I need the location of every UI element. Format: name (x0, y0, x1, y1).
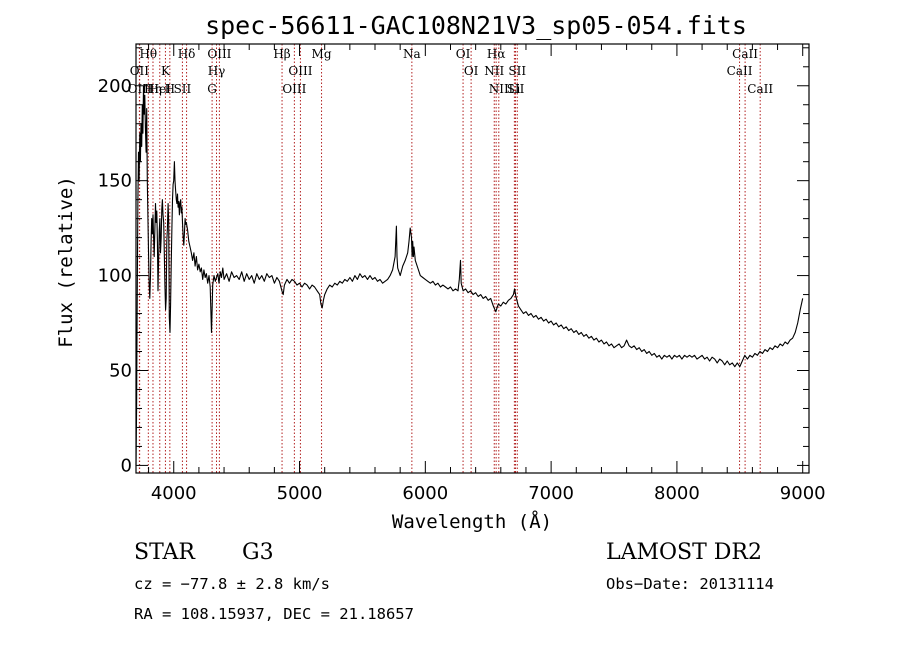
y-tick-label: 200 (98, 76, 132, 97)
x-tick-label: 5000 (277, 483, 323, 504)
y-tick-label: 150 (98, 171, 132, 192)
spectral-line-marks (138, 44, 761, 473)
line-mark-label: CaII (747, 82, 773, 96)
line-mark-label: OIII (282, 82, 306, 96)
x-tick-label: 6000 (402, 483, 448, 504)
y-tick-label: 0 (121, 455, 132, 476)
x-tick-label: 7000 (528, 483, 574, 504)
line-mark-label: G (207, 82, 217, 96)
line-mark-label: CaII (727, 64, 753, 78)
spectral-line-labels: HθOIIOIIIHηKHeIHHδSIIOIIIHγGHβOIIIOIIIMg… (128, 47, 774, 96)
line-mark-label: Hα (487, 47, 506, 61)
line-mark-label: Hγ (208, 64, 226, 78)
line-mark-label: SII (508, 64, 526, 78)
redshift-velocity: cz = −77.8 ± 2.8 km/s (134, 575, 330, 593)
line-mark-label: Na (403, 47, 421, 61)
line-mark-label: K (161, 64, 171, 78)
line-mark-label: SII (174, 82, 192, 96)
line-mark-label: OI (464, 64, 479, 78)
line-mark-label: Hη (144, 82, 162, 96)
object-class: STAR (134, 540, 196, 565)
line-mark-label: HeI (149, 82, 172, 96)
x-tick-label: 9000 (780, 483, 826, 504)
survey-name: LAMOST DR2 (606, 540, 762, 565)
line-mark-label: OII (130, 64, 150, 78)
y-tick-label: 100 (98, 266, 132, 287)
spectrum-series (135, 85, 804, 466)
plot-frame (135, 43, 810, 474)
x-tick-label: 4000 (151, 483, 197, 504)
line-mark-label: Hδ (178, 47, 196, 61)
y-tick-label: 50 (109, 360, 132, 381)
object-subclass: G3 (242, 540, 274, 565)
line-mark-label: SII (507, 82, 525, 96)
line-mark-label: Hβ (273, 47, 290, 61)
line-mark-label: OIII (207, 47, 231, 61)
sky-coordinates: RA = 108.15937, DEC = 21.18657 (134, 605, 414, 623)
observation-date: Obs−Date: 20131114 (606, 575, 774, 593)
line-mark-label: Mg (312, 47, 332, 61)
axis-ticks: 4000 5000 6000 7000 8000 9000 0 50 100 150 200 (98, 44, 826, 504)
spectrum-line-0 (135, 85, 804, 466)
line-mark-label: OI (456, 47, 471, 61)
line-mark-label: Hθ (139, 47, 157, 61)
x-axis-label: Wavelength (Å) (392, 510, 552, 533)
line-mark-label: CaII (732, 47, 758, 61)
chart-title: spec-56611-GAC108N21V3_sp05-054.fits (205, 11, 747, 40)
x-tick-label: 8000 (654, 483, 700, 504)
line-mark-label: Li (508, 82, 520, 96)
line-mark-label: NII (489, 82, 509, 96)
line-mark-label: NII (484, 64, 504, 78)
line-mark-label: OIII (288, 64, 312, 78)
y-axis-label: Flux (relative) (55, 176, 77, 348)
line-mark-label: H (165, 82, 175, 96)
